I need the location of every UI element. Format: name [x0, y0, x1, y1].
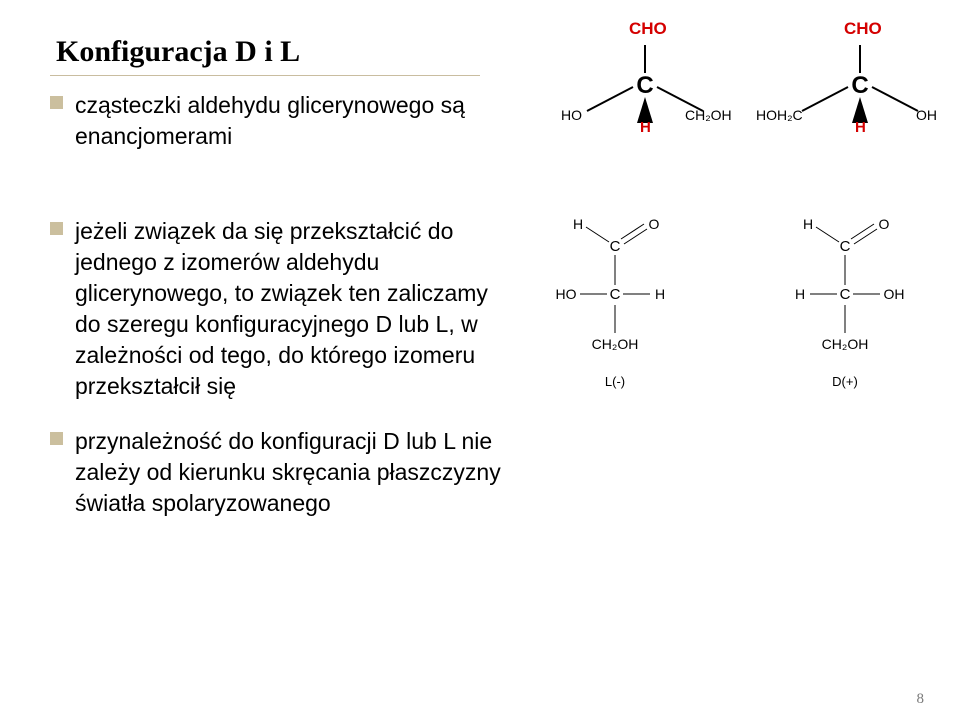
page-number: 8 [917, 691, 925, 708]
fischer-svg-left: C H O C HO H CH₂OH [530, 215, 700, 365]
wedge-structure-left: C CHO H HO CH₂OH [555, 15, 735, 135]
oh-label: OH [916, 107, 937, 123]
cho-label: CHO [844, 19, 882, 39]
spacer [50, 176, 510, 216]
ch2oh-label: CH₂OH [685, 107, 732, 123]
content-column: cząsteczki aldehydu glicerynowego są ena… [50, 90, 510, 520]
bullet-text-3: przynależność do konfiguracji D lub L ni… [75, 426, 510, 519]
mid-left: HO [556, 286, 577, 302]
bullet-2: jeżeli związek da się przekształcić do j… [50, 216, 510, 402]
svg-text:H: H [795, 286, 805, 302]
fischer-svg-right: C H O C H OH CH₂OH [760, 215, 930, 365]
svg-text:OH: OH [884, 286, 905, 302]
svg-text:CH₂OH: CH₂OH [822, 336, 869, 352]
hoh2c-label: HOH₂C [756, 107, 803, 123]
svg-text:C: C [636, 72, 653, 99]
slide: Konfiguracja D i L cząsteczki aldehydu g… [0, 0, 960, 728]
svg-text:C: C [610, 238, 621, 255]
bullet-1: cząsteczki aldehydu glicerynowego są ena… [50, 90, 510, 152]
fischer-right: C H O C H OH CH₂OH D(+) [760, 215, 930, 389]
h-label: H [640, 119, 651, 136]
bullet-icon [50, 96, 63, 109]
bullet-icon [50, 432, 63, 445]
bullet-text-2: jeżeli związek da się przekształcić do j… [75, 216, 510, 402]
svg-text:C: C [840, 286, 851, 303]
fischer-label-d: D(+) [760, 374, 930, 389]
fischer-label-l: L(-) [530, 374, 700, 389]
top-o: O [649, 216, 660, 232]
bottom: CH₂OH [592, 336, 639, 352]
bullet-text-1: cząsteczki aldehydu glicerynowego są ena… [75, 90, 510, 152]
h-label: H [855, 119, 866, 136]
cho-label: CHO [629, 19, 667, 39]
svg-text:O: O [879, 216, 890, 232]
bullet-3: przynależność do konfiguracji D lub L ni… [50, 426, 510, 519]
top-h: H [573, 216, 583, 232]
mid-right: H [655, 286, 665, 302]
svg-text:H: H [803, 216, 813, 232]
fischer-left: C H O C HO H CH₂OH L(-) [530, 215, 700, 389]
svg-text:C: C [840, 238, 851, 255]
ho-label: HO [561, 107, 582, 123]
svg-text:C: C [851, 72, 868, 99]
title-rule [50, 75, 480, 76]
bullet-icon [50, 222, 63, 235]
wedge-structure-right: C CHO H HOH₂C OH [760, 15, 950, 135]
mid-c: C [610, 286, 621, 303]
